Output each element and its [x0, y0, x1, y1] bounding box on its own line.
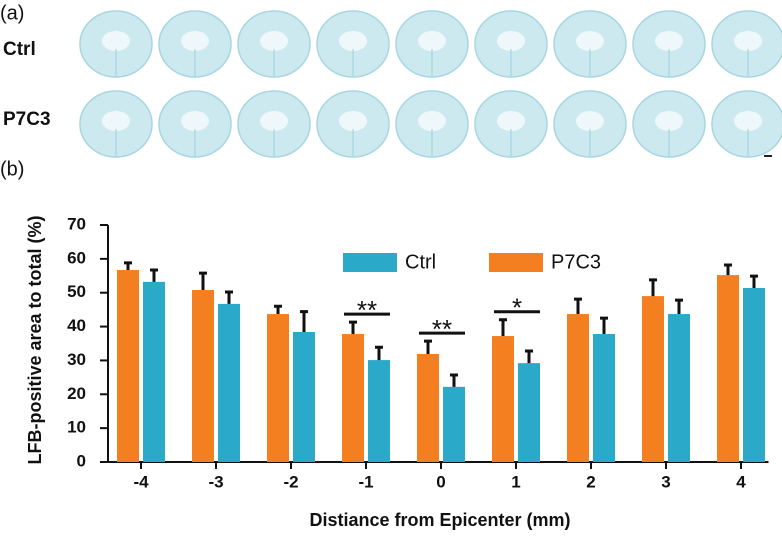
x-tick-label: -4	[133, 472, 149, 491]
section-core	[260, 111, 288, 131]
significance-label: *	[512, 293, 522, 323]
section-core	[734, 111, 762, 131]
panel-label: (a)	[0, 2, 24, 24]
y-axis-label: LFB-positive area to total (%)	[25, 215, 45, 464]
section-core	[655, 111, 683, 131]
error-bar	[499, 318, 507, 337]
y-tick-label: 50	[67, 282, 86, 301]
section-core	[181, 31, 209, 51]
x-axis-label: Distiance from Epicenter (mm)	[309, 510, 570, 530]
section-core	[497, 31, 525, 51]
x-tick-label: 2	[586, 472, 595, 491]
section-core	[655, 31, 683, 51]
error-bar	[750, 274, 758, 288]
legend-swatch	[343, 253, 397, 272]
x-tick-label: -1	[358, 472, 373, 491]
section-images	[79, 10, 782, 158]
section-core	[734, 31, 762, 51]
error-bar	[349, 320, 357, 335]
bar	[668, 314, 690, 462]
bar	[368, 360, 390, 462]
legend-label: P7C3	[551, 251, 601, 273]
legend-swatch	[489, 253, 543, 272]
bar	[218, 303, 240, 462]
section-core	[260, 31, 288, 51]
y-tick-label: 20	[67, 384, 86, 403]
section-core	[497, 111, 525, 131]
y-tick-label: 10	[67, 418, 86, 437]
y-tick-label: 60	[67, 248, 86, 267]
section-core	[418, 111, 446, 131]
error-bar	[675, 298, 683, 315]
bar	[492, 336, 514, 462]
error-bar	[724, 263, 732, 276]
bar	[443, 386, 465, 462]
bar	[717, 275, 739, 462]
bar	[192, 290, 214, 462]
section-core	[102, 111, 130, 131]
error-bar	[649, 278, 657, 297]
section-core	[418, 31, 446, 51]
bar	[117, 270, 139, 462]
bar	[642, 296, 664, 462]
error-bar	[424, 339, 432, 354]
error-bar	[300, 310, 308, 332]
bar	[342, 334, 364, 462]
bar	[267, 314, 289, 462]
error-bar	[375, 345, 383, 361]
x-tick-label: 0	[436, 472, 445, 491]
x-tick-label: -3	[208, 472, 223, 491]
section-core	[102, 31, 130, 51]
error-bar	[150, 268, 158, 282]
bar	[593, 334, 615, 462]
section-core	[339, 111, 367, 131]
y-tick-label: 30	[67, 350, 86, 369]
y-tick-label: 70	[67, 214, 86, 233]
x-tick-label: 1	[511, 472, 520, 491]
bar	[143, 281, 165, 462]
x-tick-label: 4	[736, 472, 746, 491]
error-bar	[574, 297, 582, 315]
bar	[743, 287, 765, 462]
y-tick-label: 0	[77, 451, 86, 470]
significance-label: **	[357, 295, 377, 325]
significance-label: **	[432, 314, 452, 344]
panel-label: (b)	[0, 158, 24, 180]
y-tick-label: 40	[67, 316, 86, 335]
x-tick-label: -2	[283, 472, 298, 491]
legend-label: Ctrl	[405, 251, 436, 273]
section-core	[339, 31, 367, 51]
row-label: Ctrl	[3, 39, 36, 60]
error-bar	[525, 349, 533, 364]
section-core	[576, 31, 604, 51]
bar	[518, 363, 540, 462]
error-bar	[600, 316, 608, 335]
section-core	[576, 111, 604, 131]
error-bar	[124, 261, 132, 271]
row-label: P7C3	[3, 109, 51, 130]
error-bar	[199, 271, 207, 291]
bar	[567, 314, 589, 462]
bar	[293, 331, 315, 462]
error-bar	[450, 373, 458, 387]
error-bar	[274, 304, 282, 315]
bar	[417, 353, 439, 462]
section-core	[181, 111, 209, 131]
error-bar	[225, 290, 233, 304]
x-tick-label: 3	[661, 472, 670, 491]
